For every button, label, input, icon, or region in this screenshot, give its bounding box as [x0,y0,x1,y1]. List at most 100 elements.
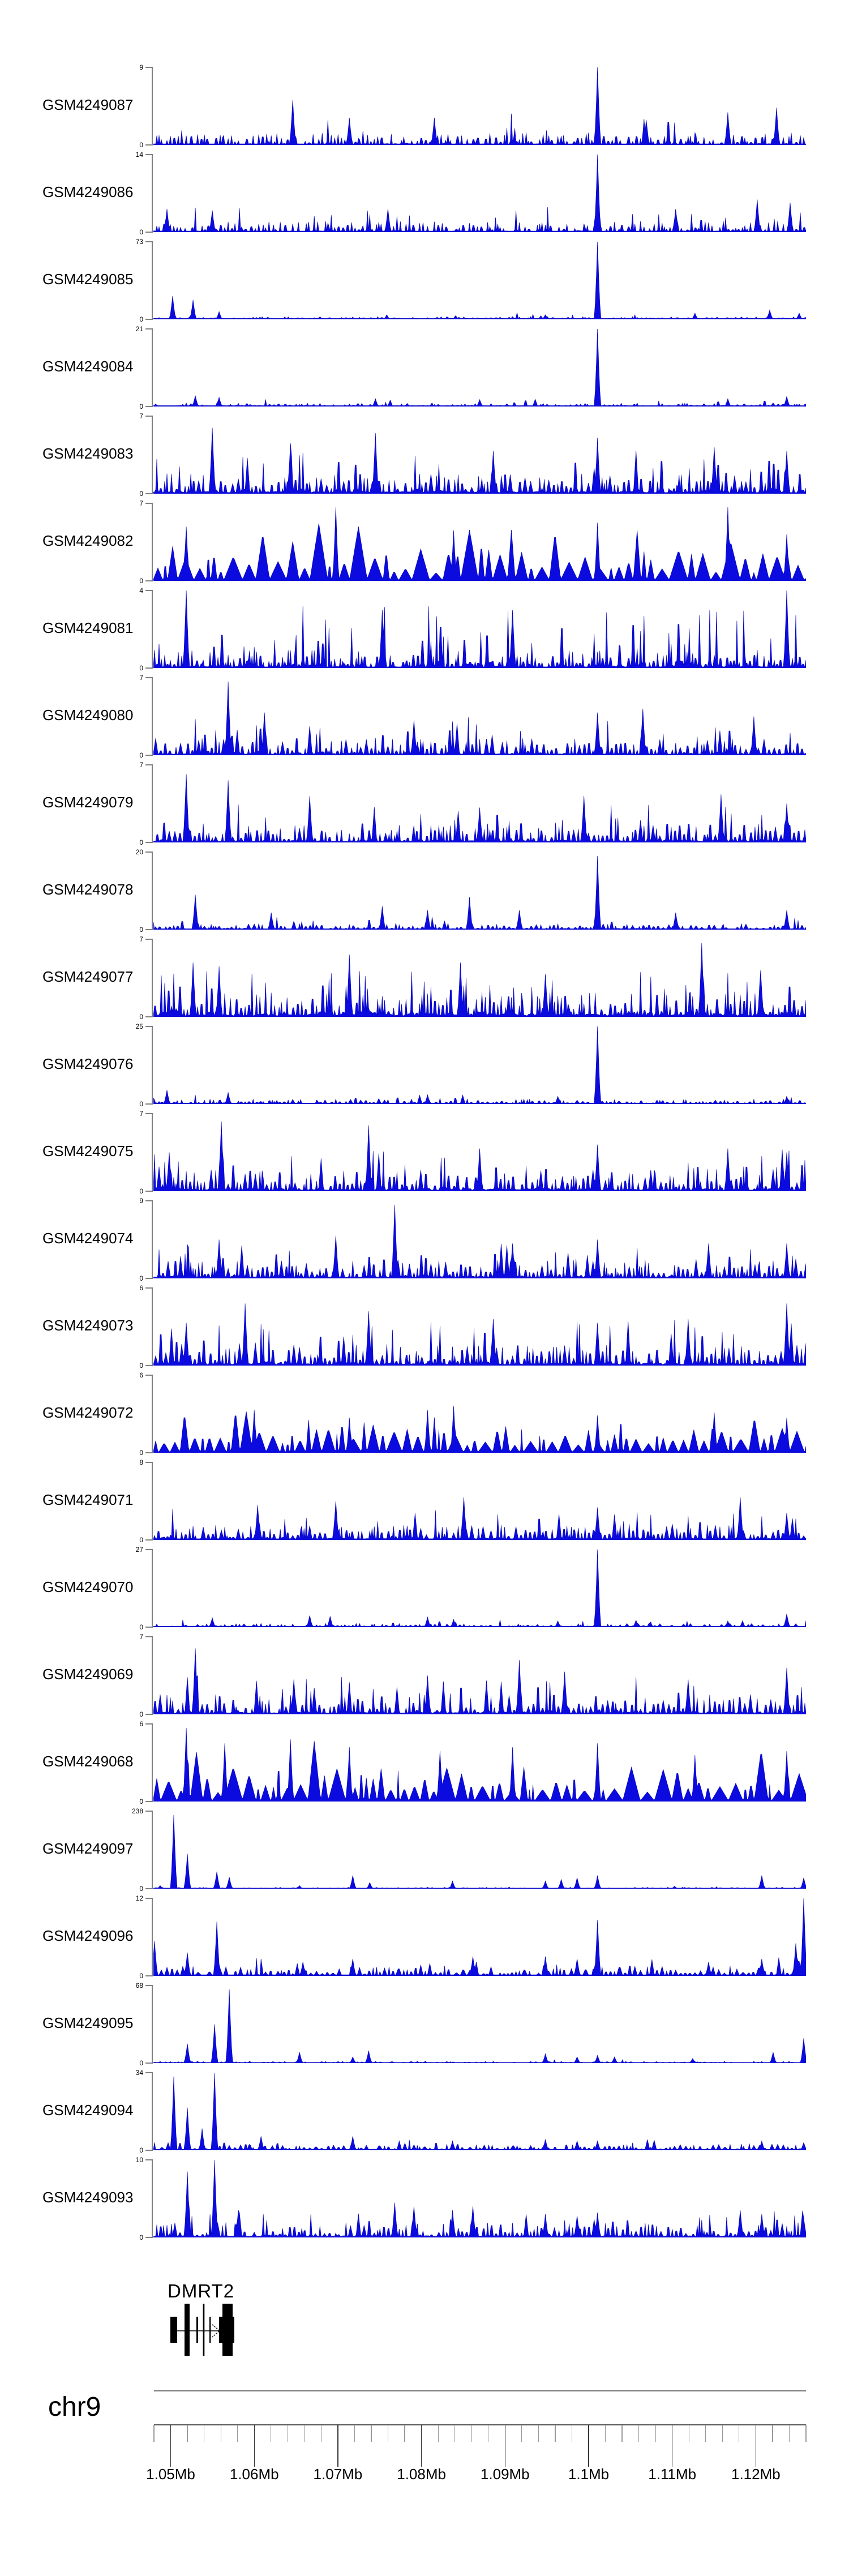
track-zero-label: 0 [139,1798,143,1805]
track-ymax-label: 20 [135,848,143,856]
coverage-area [153,1898,806,1976]
track-label: GSM4249093 [42,2189,134,2206]
track-zero-label: 0 [139,1710,143,1718]
track-ymax-label: 7 [139,674,143,682]
coverage-signal [153,67,806,145]
track-axis-top-tick [145,1636,152,1637]
coverage-signal [153,1121,806,1191]
track-zero-label: 0 [139,577,143,585]
coverage-signal [153,1898,806,1976]
track-label: GSM4249070 [42,1578,134,1595]
track-zero-label: 0 [139,751,143,759]
track-label: GSM4249075 [42,1142,134,1159]
ruler-tick-minor [722,2425,723,2442]
coverage-signal [153,2073,806,2150]
track-zero-label: 0 [139,1274,143,1282]
track-ymax-label: 25 [135,1022,143,1030]
track-axis-bottom-tick [145,1801,152,1802]
ruler-tick-minor [638,2425,640,2442]
track-ymax-label: 238 [131,1807,143,1815]
coverage-signal [153,855,806,930]
coverage-area [153,2073,806,2150]
coverage-area [153,2160,806,2237]
track-zero-label: 0 [139,2233,143,2241]
track-ymax-label: 12 [135,1894,143,1902]
gene-exon [203,2304,205,2356]
ruler-tick-minor [454,2425,456,2442]
track-ymax-label: 9 [139,63,143,71]
track-ymax-label: 73 [135,238,143,246]
track-axis-bottom-tick [145,929,152,930]
track-zero-label: 0 [139,2059,143,2067]
track-label: GSM4249076 [42,1055,134,1072]
coverage-area [153,943,806,1017]
coverage-signal [153,1648,806,1714]
track-ymax-label: 7 [139,1633,143,1641]
coverage-signal [153,155,806,232]
track-ymax-label: 8 [139,1458,143,1466]
track-ymax-label: 7 [139,412,143,420]
track-zero-label: 0 [139,2146,143,2154]
ruler-label: 1.1Mb [568,2466,610,2483]
gene-exon [196,2317,198,2343]
track-ymax-label: 68 [135,1982,143,1989]
track-ymax-label: 6 [139,1720,143,1728]
coverage-area [153,329,806,406]
coverage-signal [153,507,806,581]
track-axis-top-tick [145,154,152,155]
coverage-signal [153,329,806,406]
coverage-area [153,590,806,668]
ruler-tick-major [254,2425,255,2467]
track-zero-label: 0 [139,1972,143,1980]
coverage-signal [153,1727,806,1802]
ruler-tick-minor [354,2425,355,2442]
ruler-tick-minor [304,2425,305,2442]
track-label: GSM4249074 [42,1230,134,1247]
track-axis-top-tick [145,1723,152,1725]
ruler-tick-major [421,2425,422,2467]
track-zero-label: 0 [139,1013,143,1021]
track-label: GSM4249086 [42,183,134,200]
track-zero-label: 0 [139,315,143,323]
track-axis-top-tick [145,1113,152,1114]
track-ymax-label: 6 [139,1284,143,1292]
ruler-label: 1.09Mb [480,2466,530,2483]
track-label: GSM4249097 [42,1840,134,1857]
track-axis-top-tick [145,1200,152,1201]
track-zero-label: 0 [139,1187,143,1195]
track-zero-label: 0 [139,1100,143,1108]
ruler-tick-minor [621,2425,623,2442]
coverage-signal [153,1989,806,2063]
gene-exon [185,2304,190,2356]
coverage-area [153,1550,806,1627]
track-zero-label: 0 [139,228,143,236]
ruler-tick-minor [788,2425,790,2442]
track-ymax-label: 7 [139,499,143,507]
track-axis-bottom-tick [145,1975,152,1976]
track-label: GSM4249084 [42,358,134,375]
track-ymax-label: 27 [135,1546,143,1554]
track-axis-top-tick [145,1287,152,1289]
ruler-tick-minor [404,2425,405,2442]
track-label: GSM4249072 [42,1404,134,1421]
track-label: GSM4249078 [42,881,134,898]
coverage-signal [153,1026,806,1104]
track-label: GSM4249095 [42,2014,134,2031]
ruler-tick-minor [772,2425,773,2442]
coverage-area [153,242,806,319]
coverage-area [153,1727,806,1802]
track-zero-label: 0 [139,926,143,934]
ruler-label: 1.05Mb [146,2466,195,2483]
coverage-area [153,1406,806,1453]
track-axis-top-tick [145,1985,152,1986]
track-axis-top-tick [145,2159,152,2160]
track-zero-label: 0 [139,1623,143,1631]
coverage-area [153,1815,806,1889]
track-zero-label: 0 [139,141,143,149]
track-label: GSM4249068 [42,1753,134,1770]
track-label: GSM4249077 [42,968,134,985]
track-axis-bottom-tick [145,667,152,669]
gene-exon [219,2317,234,2343]
track-axis-bottom-tick [145,493,152,494]
track-axis-bottom-tick [145,1103,152,1105]
